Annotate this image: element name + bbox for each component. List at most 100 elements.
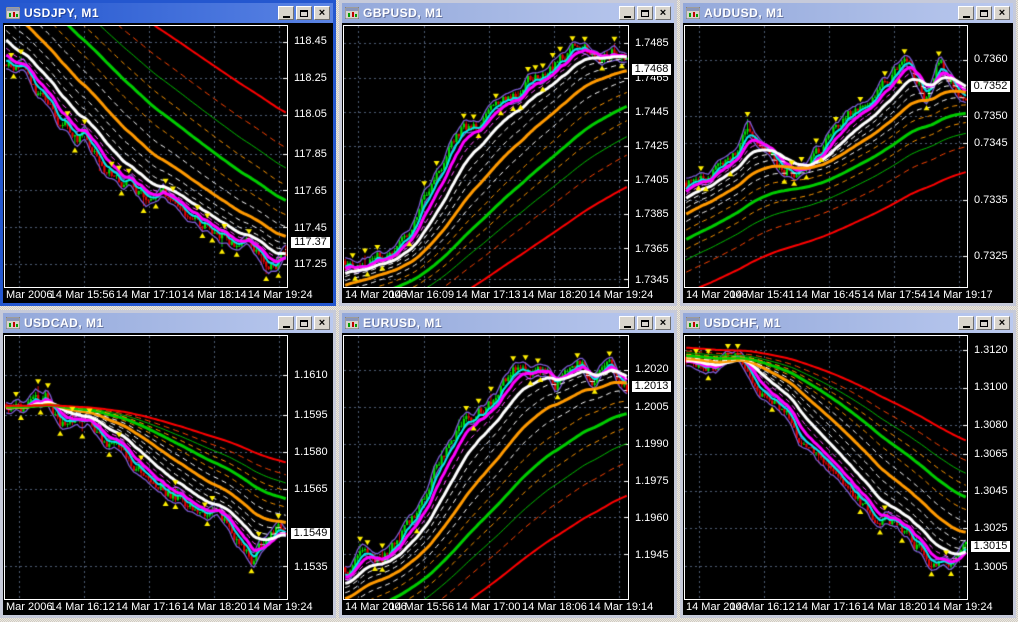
maximize-button[interactable]: [976, 6, 992, 20]
time-axis: Mar 2006 14 Mar 16:12 14 Mar 17:16 14 Mar 1…: [3, 600, 333, 615]
current-price-box: 1.1549: [290, 526, 331, 540]
chart-plot-area: [4, 25, 288, 288]
titlebar[interactable]: GBPUSD, M1 ×: [342, 3, 674, 23]
titlebar[interactable]: USDCAD, M1 ×: [3, 313, 333, 333]
price-chart-canvas[interactable]: [5, 26, 287, 287]
time-label: 14 Mar 15:56: [389, 601, 455, 613]
close-button[interactable]: ×: [655, 316, 671, 330]
minimize-icon: [623, 15, 631, 18]
titlebar[interactable]: EURUSD, M1 ×: [342, 313, 674, 333]
time-label: 14 Mar 2006: [345, 289, 407, 301]
time-axis: 14 Mar 2006 14 Mar 16:09 14 Mar 17:13 14 Ma…: [342, 288, 674, 303]
price-label: 0.7350: [974, 109, 1008, 122]
minimize-icon: [623, 325, 631, 328]
price-chart-canvas[interactable]: [5, 336, 287, 599]
price-label: 1.3045: [974, 485, 1008, 498]
price-label: 1.3120: [974, 343, 1008, 356]
price-chart-canvas[interactable]: [344, 26, 628, 287]
time-label: 14 Mar 18:06: [522, 601, 587, 613]
minimize-button[interactable]: [619, 316, 635, 330]
time-axis: 14 Mar 2006 14 Mar 15:41 14 Mar 16:45 14 Ma…: [683, 288, 1013, 303]
price-label: 1.7405: [635, 174, 669, 187]
price-label: 0.7360: [974, 53, 1008, 66]
minimize-button[interactable]: [619, 6, 635, 20]
close-button[interactable]: ×: [994, 316, 1010, 330]
close-button[interactable]: ×: [655, 6, 671, 20]
price-label: 1.1990: [635, 437, 669, 450]
time-label: 14 Mar 18:14: [181, 289, 247, 301]
chart-window-usdcad: USDCAD, M1 × 1.1610 1.1595 1.1580 1.1565 1.1…: [0, 310, 336, 618]
price-label: 1.7385: [635, 208, 669, 221]
price-scale: 118.45 118.25 118.05 117.85 117.65 117.45 117.…: [289, 25, 333, 288]
close-button[interactable]: ×: [314, 316, 330, 330]
price-chart-canvas[interactable]: [685, 26, 967, 287]
titlebar[interactable]: AUDUSD, M1 ×: [683, 3, 1013, 23]
close-button[interactable]: ×: [994, 6, 1010, 20]
minimize-button[interactable]: [278, 316, 294, 330]
chart-plot-area: [343, 25, 629, 288]
window-title: EURUSD, M1: [363, 316, 443, 330]
time-label: Mar 2006: [6, 289, 53, 301]
chart-icon: [6, 317, 20, 329]
time-label: 14 Mar 15:56: [49, 289, 115, 301]
time-label: 14 Mar 19:24: [247, 289, 313, 301]
chart-icon: [345, 317, 359, 329]
chart-window-audusd: AUDUSD, M1 × 0.7360 0.7350 0.7345 0.7335 0.7…: [680, 0, 1016, 306]
price-label: 1.3065: [974, 448, 1008, 461]
price-label: 1.3005: [974, 560, 1008, 573]
price-label: 117.45: [294, 221, 327, 234]
maximize-button[interactable]: [296, 316, 312, 330]
time-label: 14 Mar 16:09: [389, 289, 455, 301]
window-title: USDJPY, M1: [24, 6, 100, 20]
time-label: 14 Mar 2006: [345, 601, 407, 613]
maximize-button[interactable]: [976, 316, 992, 330]
chart-window-eurusd: EURUSD, M1 × 1.2020 1.2005 1.1990 1.1975 1.1…: [339, 310, 677, 618]
price-label: 118.05: [294, 108, 327, 121]
price-label: 0.7325: [974, 250, 1008, 263]
maximize-button[interactable]: [296, 6, 312, 20]
minimize-button[interactable]: [278, 6, 294, 20]
maximize-button[interactable]: [637, 316, 653, 330]
time-label: 14 Mar 18:20: [181, 601, 247, 613]
minimize-button[interactable]: [958, 6, 974, 20]
price-label: 1.7445: [635, 105, 669, 118]
price-label: 1.7345: [635, 274, 669, 287]
price-label: 1.3080: [974, 419, 1008, 432]
close-button[interactable]: ×: [314, 6, 330, 20]
maximize-icon: [300, 319, 308, 327]
time-label: 14 Mar 16:12: [49, 601, 115, 613]
price-chart-canvas[interactable]: [685, 336, 967, 599]
minimize-icon: [282, 15, 290, 18]
time-label: 14 Mar 16:12: [729, 601, 795, 613]
price-label: 1.1975: [635, 474, 669, 487]
price-label: 1.3025: [974, 522, 1008, 535]
chart-window-usdjpy: USDJPY, M1 × 118.45 118.25 118.05 117.85 117…: [0, 0, 336, 306]
chart-icon: [686, 7, 700, 19]
maximize-icon: [641, 9, 649, 17]
maximize-button[interactable]: [637, 6, 653, 20]
current-price-box: 1.2013: [631, 379, 672, 393]
price-chart-canvas[interactable]: [344, 336, 628, 599]
time-label: 14 Mar 19:24: [927, 601, 993, 613]
price-scale: 0.7360 0.7350 0.7345 0.7335 0.7325 0.7352: [969, 25, 1013, 288]
minimize-icon: [282, 325, 290, 328]
chart-icon: [686, 317, 700, 329]
maximize-icon: [641, 319, 649, 327]
price-label: 1.1960: [635, 511, 669, 524]
maximize-icon: [300, 9, 308, 17]
window-title: GBPUSD, M1: [363, 6, 443, 20]
time-label: 14 Mar 17:16: [795, 601, 861, 613]
time-label: 14 Mar 2006: [686, 601, 748, 613]
price-label: 1.2005: [635, 400, 669, 413]
time-axis: 14 Mar 2006 14 Mar 16:12 14 Mar 17:16 14 Ma…: [683, 600, 1013, 615]
time-label: 14 Mar 19:14: [588, 601, 654, 613]
time-label: 14 Mar 17:54: [861, 289, 927, 301]
price-label: 118.45: [294, 34, 327, 47]
titlebar[interactable]: USDCHF, M1 ×: [683, 313, 1013, 333]
minimize-icon: [962, 15, 970, 18]
titlebar[interactable]: USDJPY, M1 ×: [3, 3, 333, 23]
price-label: 1.1580: [294, 445, 328, 458]
minimize-button[interactable]: [958, 316, 974, 330]
time-label: 14 Mar 2006: [686, 289, 748, 301]
